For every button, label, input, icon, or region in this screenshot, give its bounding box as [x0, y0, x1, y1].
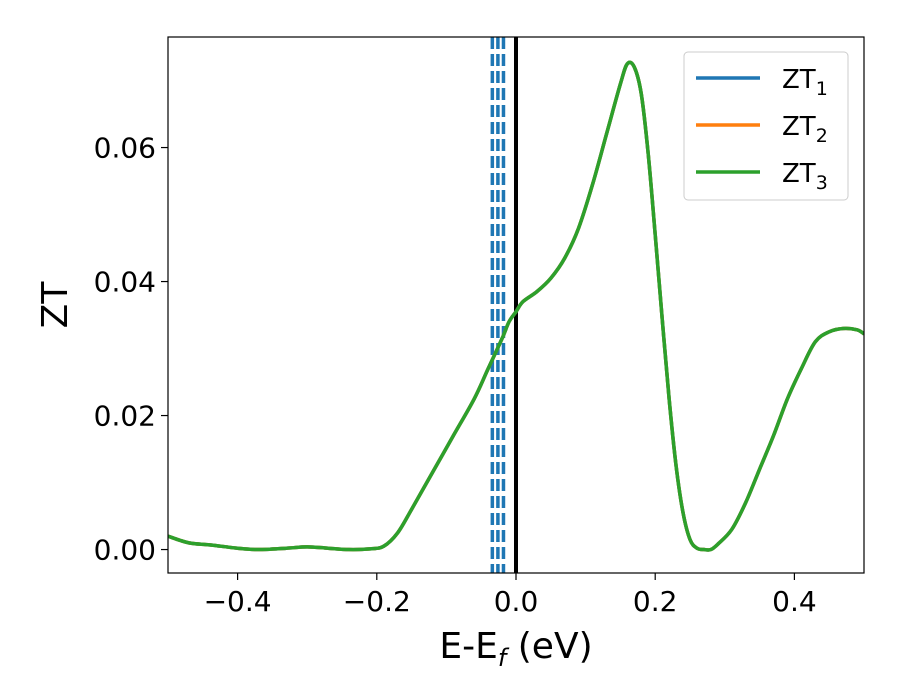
x-tick-label: 0.0 [494, 585, 539, 618]
legend-label-main: ZT [782, 159, 816, 189]
y-axis: 0.00 0.02 0.04 0.06 [94, 132, 168, 567]
x-tick-label: −0.4 [204, 585, 272, 618]
x-axis-label-main: E-E [439, 626, 497, 667]
y-tick-label: 0.00 [94, 534, 156, 567]
legend-label-subscript: 1 [816, 78, 828, 100]
x-axis-label: E-Ef (eV) [439, 626, 592, 672]
legend-label: ZT1 [782, 65, 828, 100]
plot-area [168, 37, 864, 573]
legend-label-subscript: 2 [816, 125, 828, 147]
y-tick-label: 0.06 [94, 132, 156, 165]
y-tick-label: 0.04 [94, 266, 156, 299]
series-line-zt3 [168, 60, 864, 552]
legend-label-subscript: 3 [816, 172, 828, 194]
x-axis-label-unit: (eV) [506, 626, 592, 667]
x-tick-label: 0.4 [772, 585, 817, 618]
x-tick-label: −0.2 [343, 585, 411, 618]
legend-box [683, 51, 849, 201]
legend-label-main: ZT [782, 65, 816, 95]
x-tick-label: 0.2 [633, 585, 678, 618]
legend-label-main: ZT [782, 112, 816, 142]
y-tick-label: 0.02 [94, 400, 156, 433]
x-axis: −0.4 −0.2 0.0 0.2 0.4 [204, 573, 817, 618]
legend-label: ZT3 [782, 159, 828, 194]
legend-label: ZT2 [782, 112, 828, 147]
y-axis-label: ZT [35, 281, 76, 329]
